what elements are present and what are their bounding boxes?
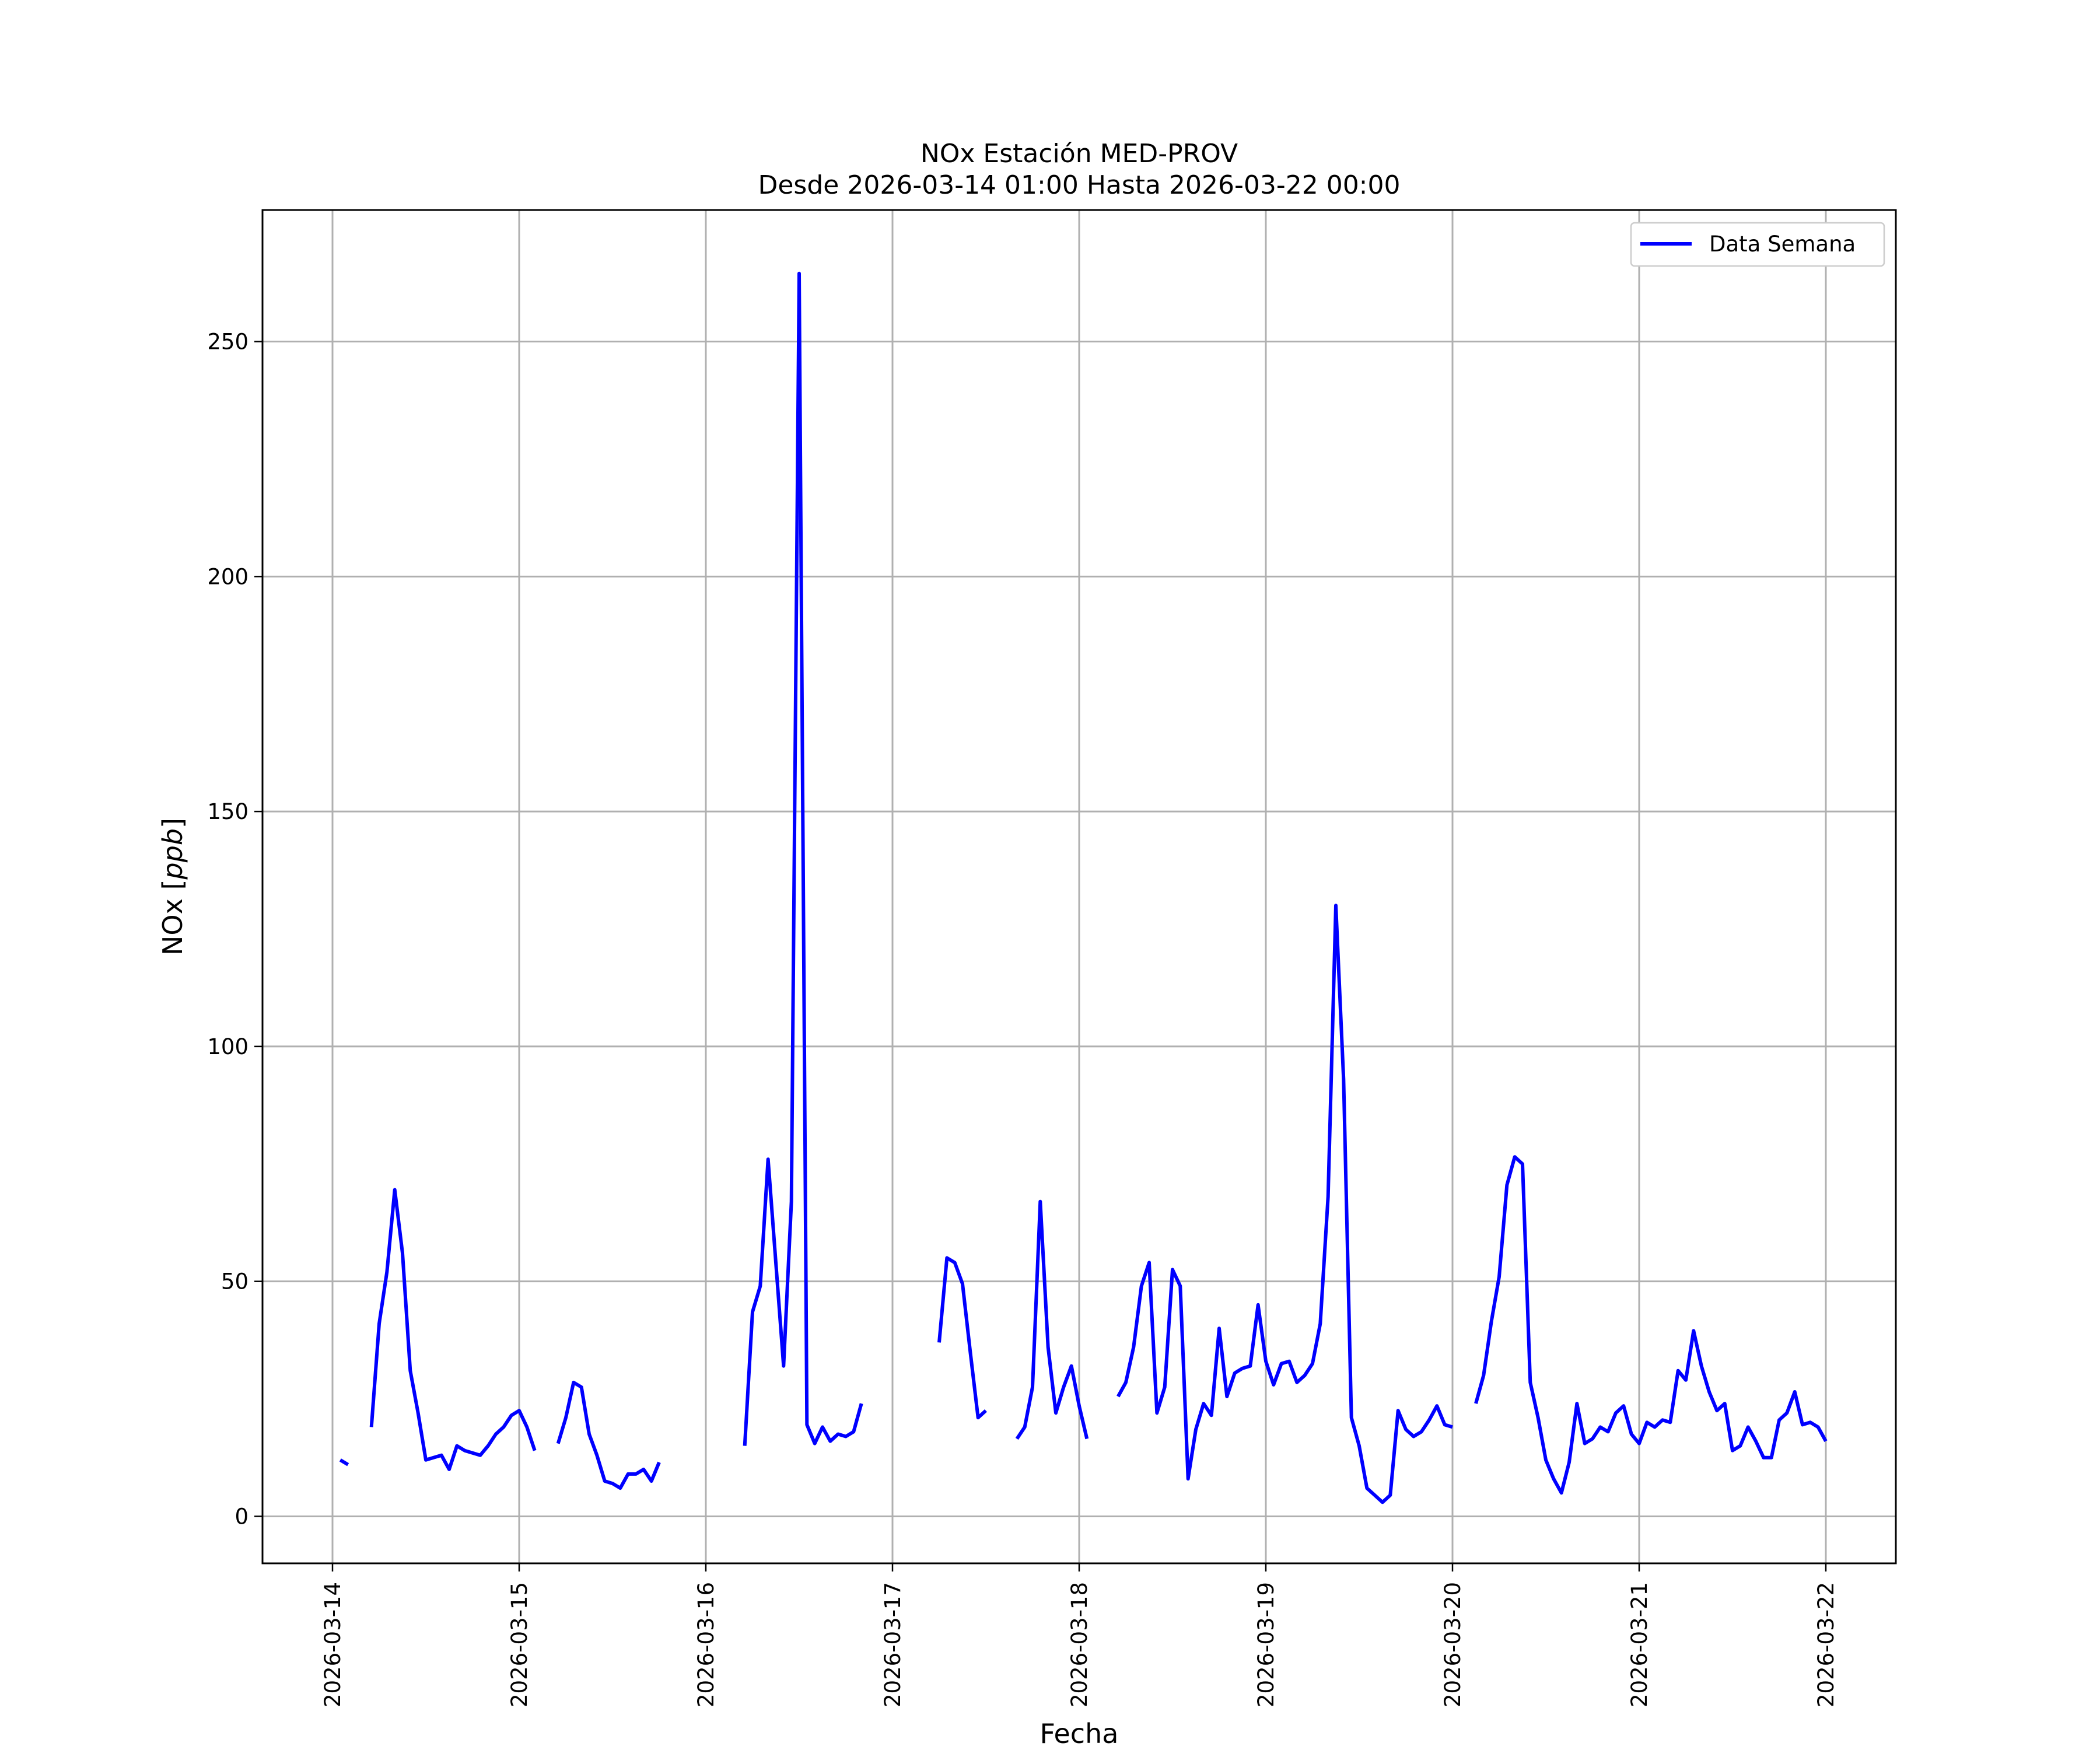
series-line-segment: [556, 1380, 661, 1490]
series-line-segment: [339, 1458, 349, 1466]
grid: [262, 210, 1896, 1563]
series-line-segment: [1015, 1199, 1089, 1440]
legend-label: Data Semana: [1709, 232, 1856, 257]
x-tick-label: 2026-03-21: [1627, 1582, 1652, 1707]
y-tick-label: 150: [207, 799, 249, 824]
series-line-segment: [937, 1256, 988, 1420]
legend: Data Semana: [1630, 222, 1885, 267]
series-line-segment: [1474, 1155, 1828, 1495]
series-layer: [339, 271, 1828, 1504]
y-tick-label: 50: [221, 1269, 249, 1294]
y-axis-label: NOx [ppb]: [157, 818, 188, 956]
x-tick-label: 2026-03-14: [320, 1582, 345, 1707]
x-tick-label: 2026-03-15: [507, 1582, 532, 1707]
axis-ticks: 2026-03-14 2026-03-15 2026-03-16 2026-03-17…: [207, 330, 1839, 1707]
x-tick-label: 2026-03-18: [1067, 1582, 1092, 1707]
y-tick-label: 200: [207, 564, 249, 589]
series-line-segment: [743, 271, 863, 1446]
y-tick-label: 100: [207, 1034, 249, 1059]
x-tick-label: 2026-03-19: [1254, 1582, 1279, 1707]
chart-title: NOx Estación MED-PROV: [921, 139, 1238, 169]
series-line-segment: [369, 1188, 537, 1471]
x-tick-label: 2026-03-17: [880, 1582, 905, 1707]
chart-subtitle: Desde 2026-03-14 01:00 Hasta 2026-03-22 …: [758, 170, 1400, 200]
x-tick-label: 2026-03-22: [1814, 1582, 1839, 1707]
y-tick-label: 250: [207, 330, 249, 355]
x-tick-label: 2026-03-20: [1440, 1582, 1465, 1707]
x-axis-label: Fecha: [1040, 1718, 1119, 1749]
legend-box: [1630, 222, 1885, 267]
y-tick-label: 0: [235, 1504, 249, 1529]
series-line-segment: [1116, 904, 1453, 1504]
x-tick-label: 2026-03-16: [694, 1582, 719, 1707]
